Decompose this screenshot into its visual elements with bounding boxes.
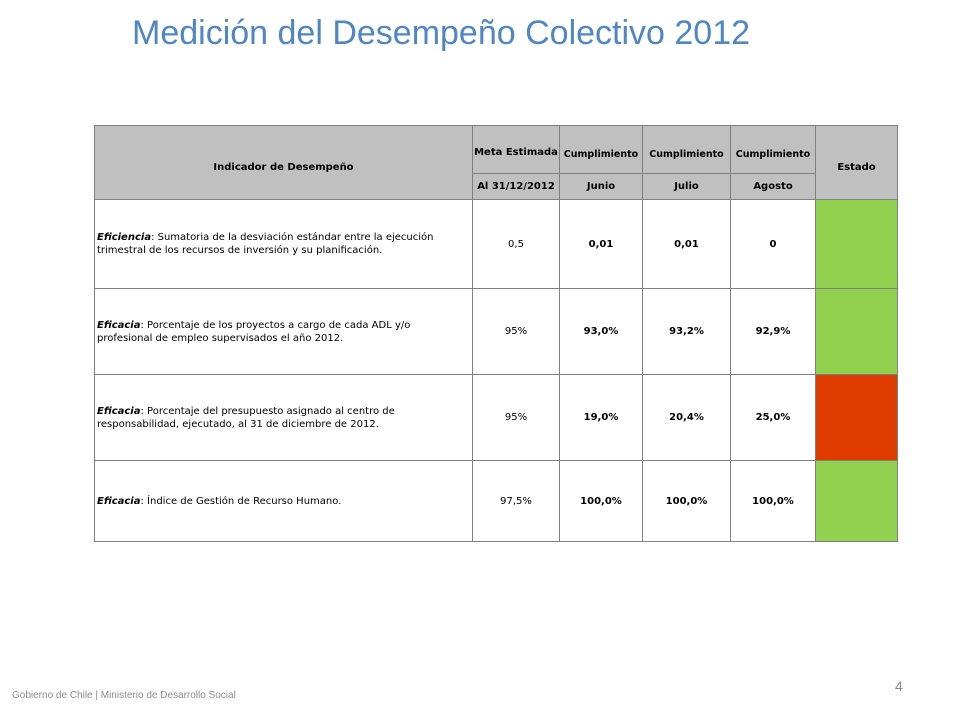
performance-table: Indicador de Desempeño Meta Estimada Cum… (94, 125, 898, 542)
indicator-description: Eficacia: Porcentaje del presupuesto asi… (94, 374, 473, 461)
julio-value: 20,4% (642, 374, 731, 461)
junio-value: 100,0% (559, 460, 643, 542)
indicator-text: : Porcentaje del presupuesto asignado al… (97, 405, 395, 430)
agosto-value: 92,9% (730, 288, 816, 375)
indicator-description: Eficacia: Índice de Gestión de Recurso H… (94, 460, 473, 542)
header-meta: Meta Estimada (472, 125, 560, 174)
header-cumplimiento-junio: Cumplimiento (559, 125, 643, 174)
header-subrow: Al 31/12/2012 Junio Julio Agosto (95, 173, 898, 200)
junio-value: 19,0% (559, 374, 643, 461)
julio-value: 93,2% (642, 288, 731, 375)
agosto-value: 100,0% (730, 460, 816, 542)
indicator-description: Eficacia: Porcentaje de los proyectos a … (94, 288, 473, 375)
status-cell-green (815, 199, 898, 289)
footer-text: Gobierno de Chile | Ministerio de Desarr… (12, 690, 236, 701)
agosto-value: 25,0% (730, 374, 816, 461)
status-cell-red (815, 374, 898, 461)
indicator-type: Eficiencia (97, 232, 152, 243)
meta-value: 95% (472, 374, 560, 461)
indicator-text: : Porcentaje de los proyectos a cargo de… (97, 319, 411, 344)
slide-title: Medición del Desempeño Colectivo 2012 (132, 14, 751, 52)
table-row: Eficiencia: Sumatoria de la desviación e… (94, 199, 898, 289)
indicator-type: Eficacia (97, 495, 141, 507)
header-month-julio: Julio (642, 173, 731, 200)
agosto-value: 0 (730, 199, 816, 289)
junio-value: 93,0% (559, 288, 643, 375)
meta-value: 97,5% (472, 460, 560, 542)
header-month-agosto: Agosto (730, 173, 816, 200)
indicator-text: : Índice de Gestión de Recurso Humano. (140, 495, 342, 507)
header-month-junio: Junio (559, 173, 643, 200)
header-indicator: Indicador de Desempeño (94, 125, 473, 200)
indicator-text: : Sumatoria de la desviación estándar en… (97, 232, 434, 256)
table-row: Eficacia: Porcentaje de los proyectos a … (94, 288, 898, 375)
table-row: Eficacia: Índice de Gestión de Recurso H… (94, 460, 898, 542)
header-row: Indicador de Desempeño Meta Estimada Cum… (94, 125, 898, 200)
junio-value: 0,01 (559, 199, 643, 289)
header-cumplimiento-julio: Cumplimiento (642, 125, 731, 174)
status-cell-green (815, 460, 898, 542)
header-cumplimiento-agosto: Cumplimiento (730, 125, 816, 174)
meta-value: 95% (472, 288, 560, 375)
header-estado: Estado (815, 125, 898, 200)
page-number: 4 (895, 678, 903, 694)
indicator-description: Eficiencia: Sumatoria de la desviación e… (94, 199, 473, 289)
status-cell-green (815, 288, 898, 375)
julio-value: 0,01 (642, 199, 731, 289)
julio-value: 100,0% (642, 460, 731, 542)
table-row: Eficacia: Porcentaje del presupuesto asi… (94, 374, 898, 461)
indicator-type: Eficacia (97, 319, 141, 331)
indicator-type: Eficacia (97, 405, 141, 417)
header-meta-date: Al 31/12/2012 (472, 173, 560, 200)
meta-value: 0,5 (472, 199, 560, 289)
